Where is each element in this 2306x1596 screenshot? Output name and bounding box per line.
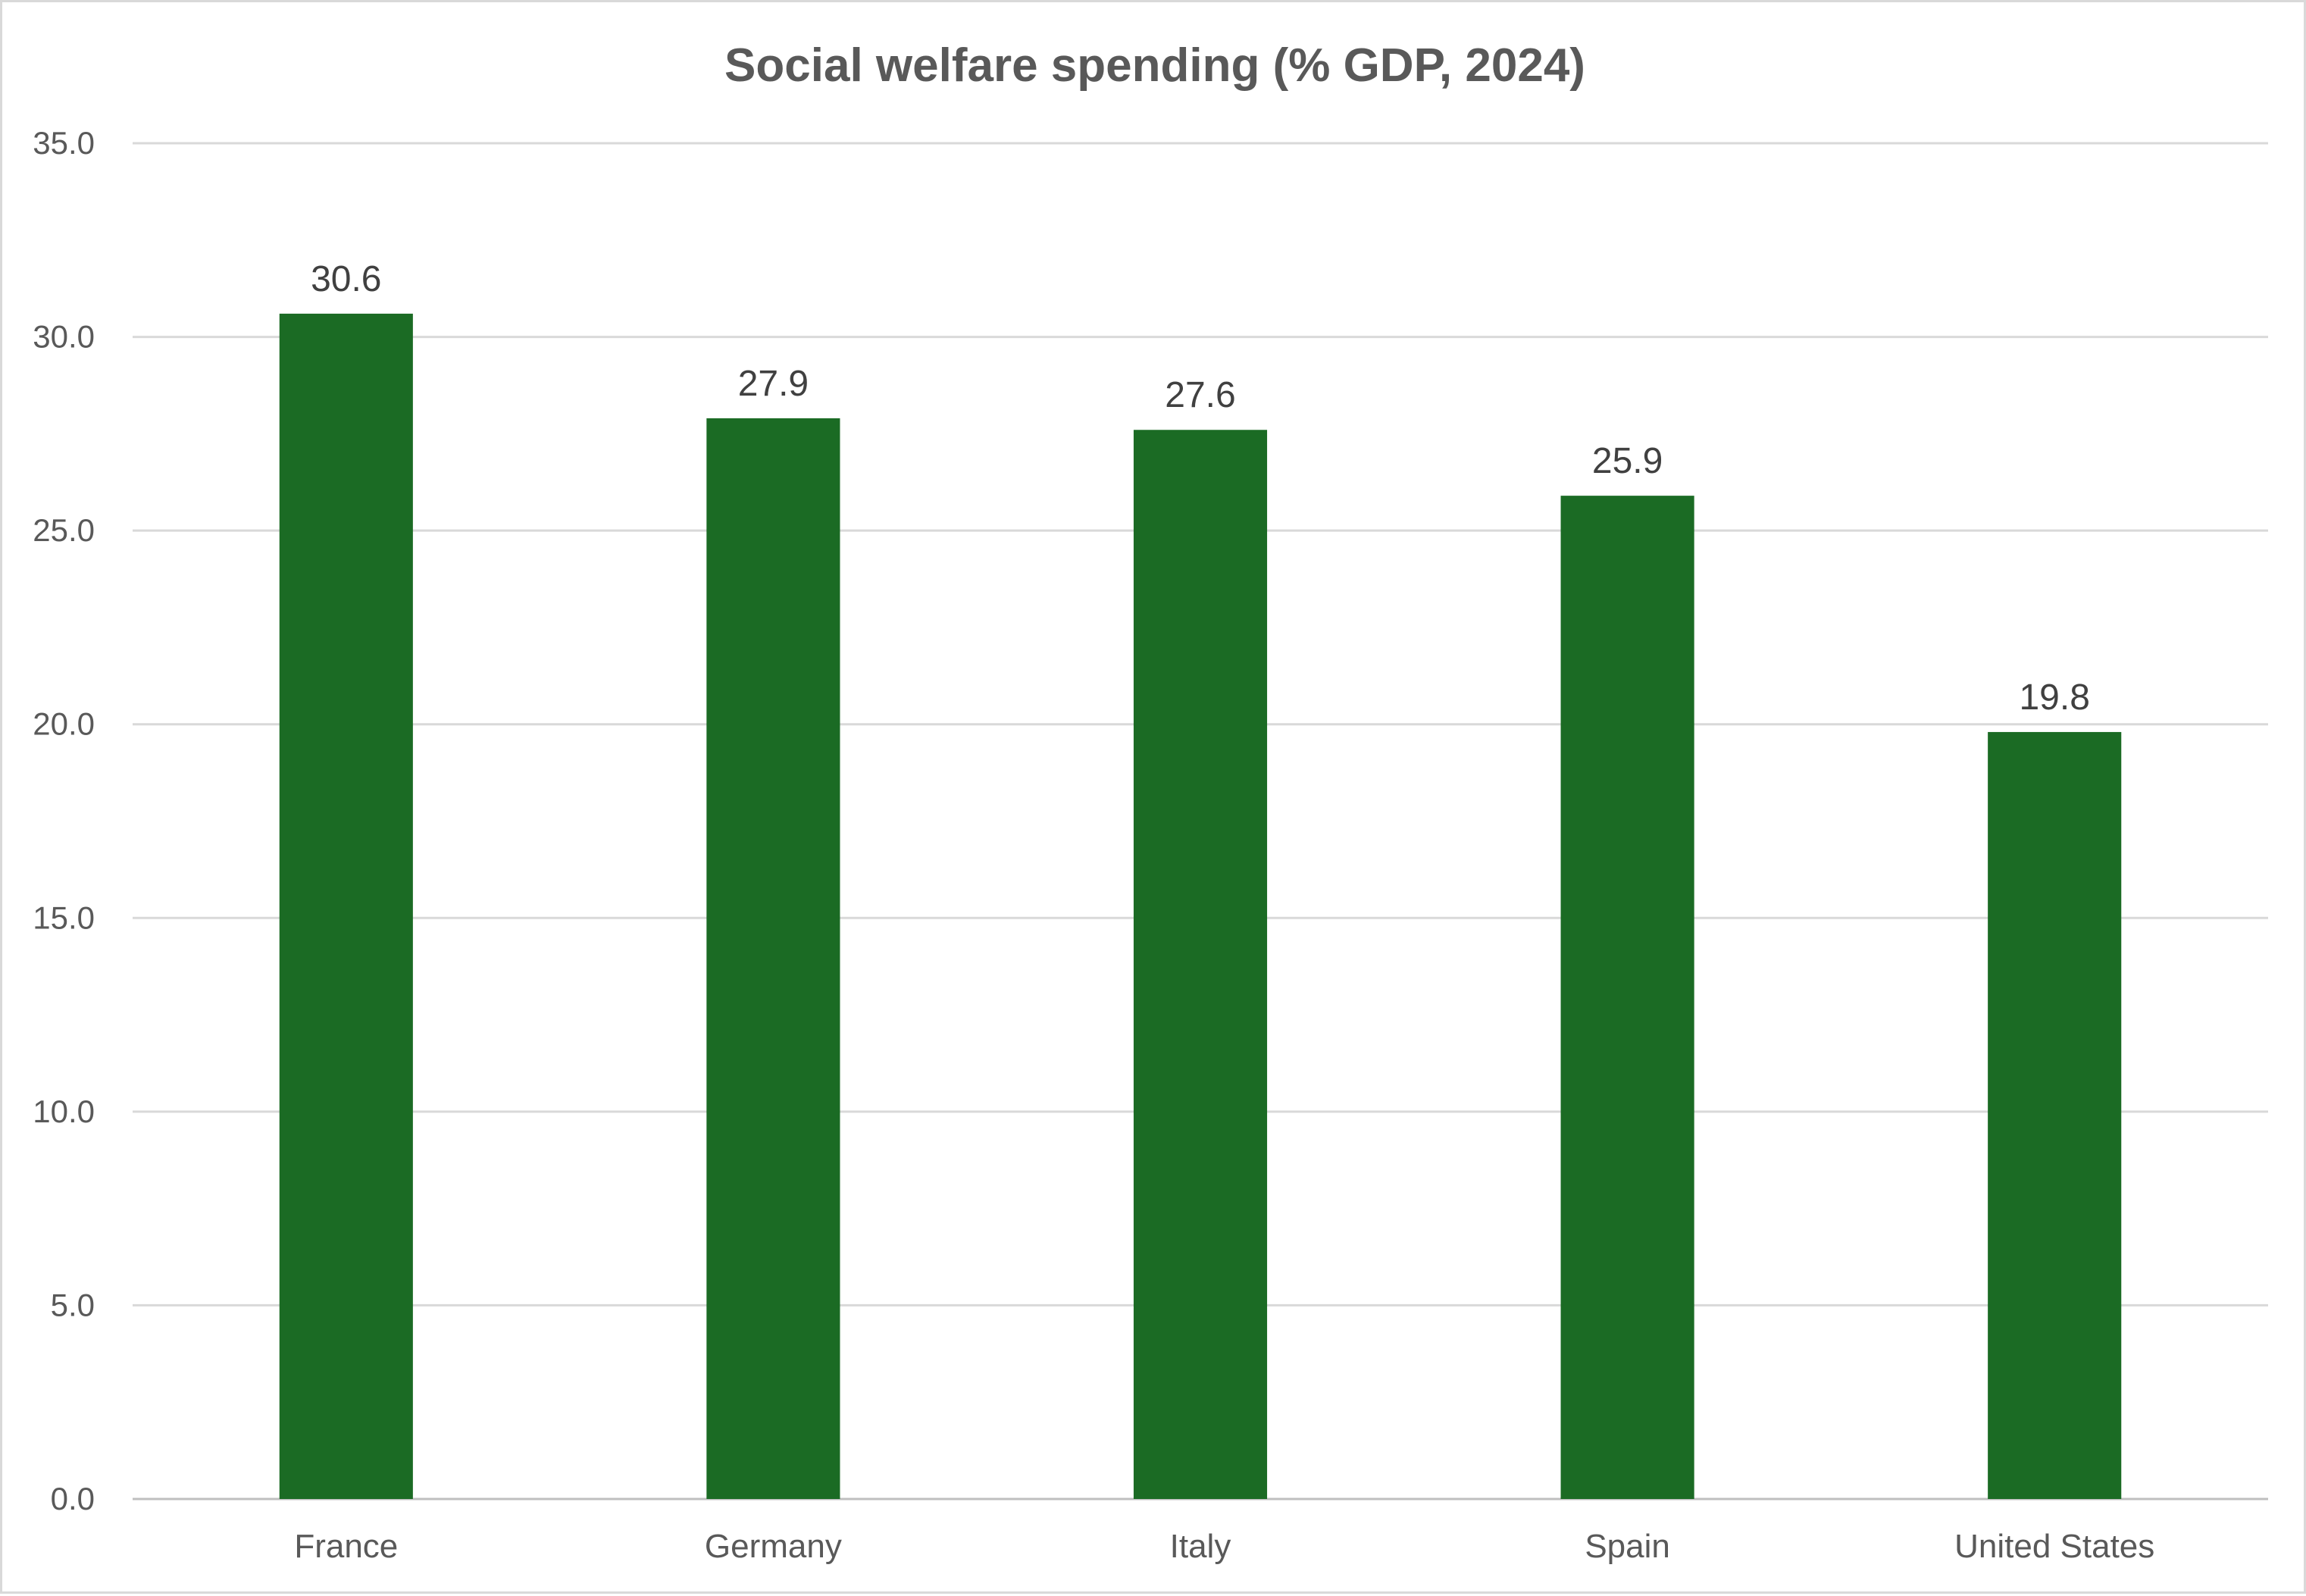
data-labels: 30.6 27.9 27.6 25.9 19.8	[311, 259, 2090, 718]
y-tick-label: 15.0	[33, 900, 95, 935]
data-label: 27.6	[1165, 375, 1235, 415]
bar-italy	[1133, 430, 1268, 1499]
x-axis-category-labels: France Germany Italy Spain United States	[294, 1528, 2154, 1565]
data-label: 27.9	[738, 364, 809, 404]
y-tick-label: 30.0	[33, 319, 95, 355]
bar-france	[279, 313, 413, 1500]
data-label: 19.8	[2019, 678, 2089, 718]
y-tick-label: 35.0	[33, 125, 95, 161]
bar-germany	[706, 418, 840, 1500]
bar-united-states	[1988, 731, 2122, 1499]
y-tick-label: 0.0	[51, 1481, 95, 1516]
x-category-label: Germany	[705, 1528, 842, 1565]
chart-title: Social welfare spending (% GDP, 2024)	[724, 39, 1585, 92]
x-category-label: France	[294, 1528, 398, 1565]
bars	[279, 313, 2122, 1500]
data-label: 30.6	[311, 259, 381, 299]
data-label: 25.9	[1592, 441, 1663, 481]
y-tick-label: 5.0	[51, 1287, 95, 1322]
x-category-label: United States	[1954, 1528, 2154, 1565]
x-category-label: Spain	[1585, 1528, 1670, 1565]
bar-spain	[1560, 496, 1694, 1499]
y-axis-tick-labels: 0.0 5.0 10.0 15.0 20.0 25.0 30.0 35.0	[33, 125, 95, 1516]
x-category-label: Italy	[1170, 1528, 1231, 1565]
y-tick-label: 10.0	[33, 1094, 95, 1129]
y-tick-label: 20.0	[33, 706, 95, 742]
y-tick-label: 25.0	[33, 512, 95, 548]
